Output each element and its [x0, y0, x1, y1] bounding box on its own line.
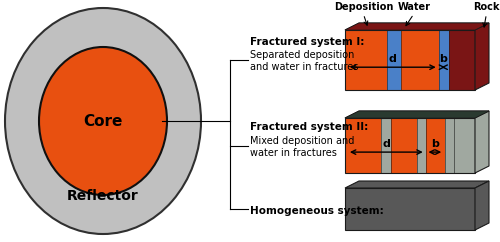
Bar: [416, 118, 426, 173]
Text: Rock: Rock: [473, 2, 500, 12]
Text: d: d: [382, 139, 390, 149]
Text: b: b: [431, 139, 439, 149]
Bar: [426, 118, 445, 173]
Text: Core: Core: [84, 113, 122, 129]
Polygon shape: [449, 23, 489, 30]
Bar: [386, 30, 401, 90]
Text: Separated deposition: Separated deposition: [250, 50, 354, 60]
Text: Mixed deposition and: Mixed deposition and: [250, 136, 354, 145]
Polygon shape: [386, 23, 415, 30]
Polygon shape: [345, 111, 396, 118]
Bar: [345, 30, 475, 90]
Bar: [382, 118, 390, 173]
Bar: [390, 118, 416, 173]
Ellipse shape: [5, 8, 201, 234]
Polygon shape: [345, 181, 489, 188]
Polygon shape: [345, 111, 489, 118]
Text: and water in fractures: and water in fractures: [250, 62, 358, 72]
Text: water in fractures: water in fractures: [250, 148, 337, 158]
Bar: [445, 118, 454, 173]
Polygon shape: [445, 111, 468, 118]
Polygon shape: [475, 23, 489, 90]
Polygon shape: [345, 23, 489, 30]
Bar: [449, 30, 475, 90]
Polygon shape: [475, 181, 489, 230]
Polygon shape: [438, 23, 463, 30]
Polygon shape: [454, 111, 489, 118]
Text: Homogeneous system:: Homogeneous system:: [250, 206, 384, 216]
Text: Fractured system I:: Fractured system I:: [250, 37, 364, 47]
Polygon shape: [401, 23, 452, 30]
Bar: [345, 118, 475, 173]
Polygon shape: [475, 111, 489, 173]
Text: d: d: [389, 54, 396, 64]
Polygon shape: [426, 111, 459, 118]
Polygon shape: [382, 111, 404, 118]
Text: Water: Water: [397, 2, 430, 12]
Ellipse shape: [39, 47, 167, 195]
Bar: [345, 188, 475, 230]
Polygon shape: [416, 111, 440, 118]
Bar: [345, 118, 382, 173]
Bar: [345, 188, 475, 230]
Polygon shape: [390, 111, 430, 118]
Bar: [438, 30, 449, 90]
Bar: [401, 30, 438, 90]
Bar: [345, 30, 387, 90]
Text: b: b: [440, 54, 447, 64]
Text: Fractured system II:: Fractured system II:: [250, 122, 368, 133]
Text: Deposition: Deposition: [334, 2, 393, 12]
Polygon shape: [345, 23, 401, 30]
Text: Reflector: Reflector: [67, 189, 139, 203]
Bar: [454, 118, 475, 173]
